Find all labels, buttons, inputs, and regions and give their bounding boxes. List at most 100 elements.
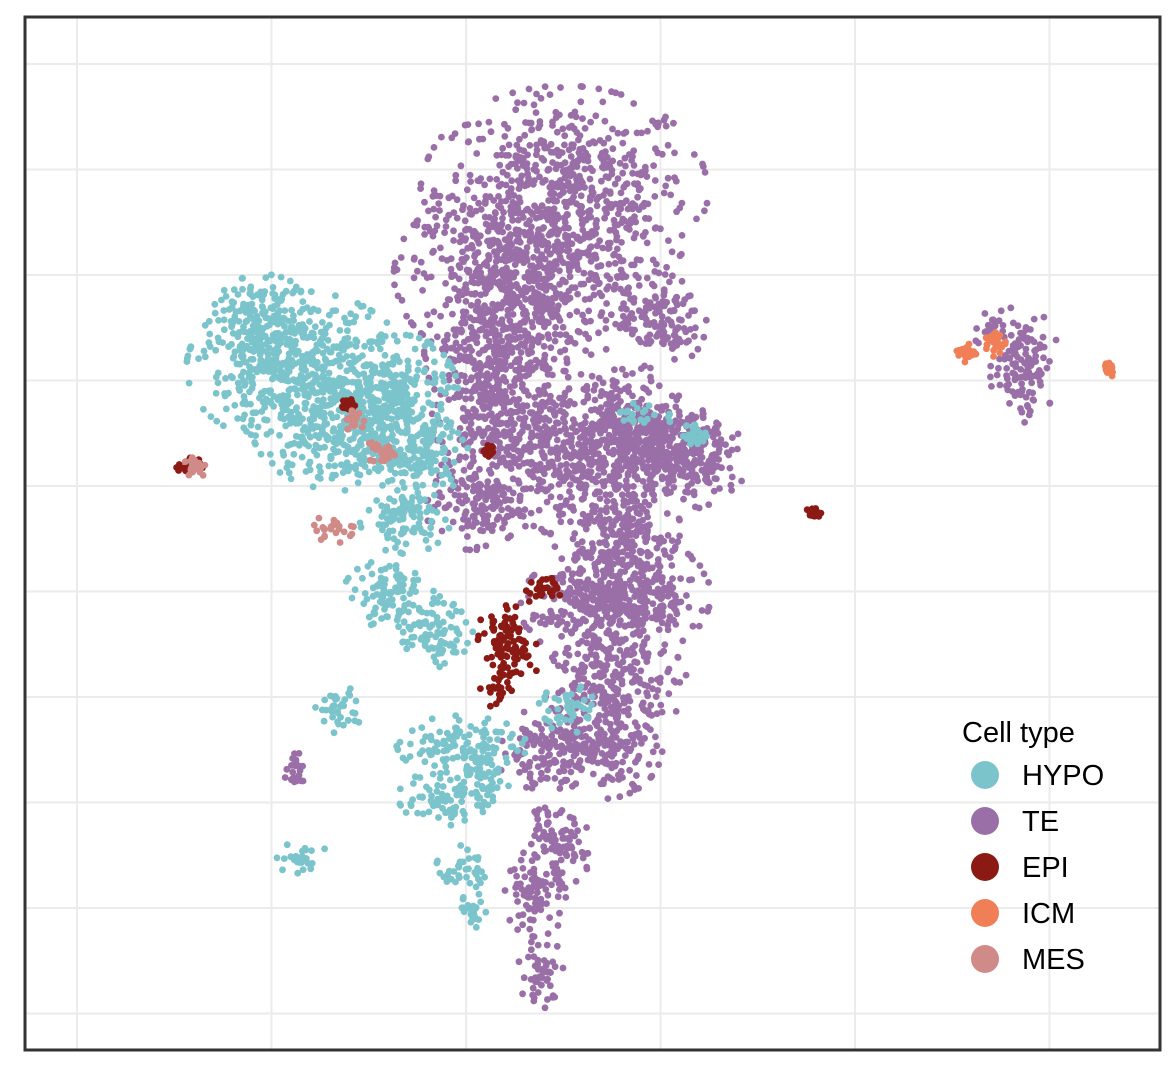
data-point-te xyxy=(582,482,590,490)
data-point-te xyxy=(525,953,532,961)
data-point-te xyxy=(542,366,550,373)
data-point-te xyxy=(573,427,581,435)
data-point-te xyxy=(566,488,573,495)
data-point-te xyxy=(611,427,619,435)
data-point-te xyxy=(554,238,561,246)
data-point-te xyxy=(453,196,461,204)
data-point-te xyxy=(527,119,535,127)
data-point-te xyxy=(618,680,626,688)
data-point-te xyxy=(565,592,573,600)
data-point-te xyxy=(593,617,601,625)
data-point-te xyxy=(430,308,438,316)
data-point-te xyxy=(598,309,606,316)
data-point-te xyxy=(598,411,606,418)
data-point-te xyxy=(497,362,505,370)
data-point-te xyxy=(550,285,558,292)
data-point-te xyxy=(456,453,464,460)
data-point-te xyxy=(631,326,638,334)
data-point-te xyxy=(622,635,629,643)
data-point-te xyxy=(613,273,621,280)
data-point-te xyxy=(649,117,656,125)
data-point-te xyxy=(705,579,712,586)
data-point-te xyxy=(559,125,567,133)
data-point-te xyxy=(662,182,670,190)
data-point-te xyxy=(574,290,581,298)
data-point-te xyxy=(604,593,612,601)
data-point-te xyxy=(400,235,408,243)
data-point-te xyxy=(617,617,624,624)
data-point-te xyxy=(622,197,630,205)
data-point-te xyxy=(532,161,539,169)
data-point-te xyxy=(467,178,474,186)
data-point-te xyxy=(519,911,527,918)
data-point-te xyxy=(599,244,607,252)
data-point-te xyxy=(530,611,537,619)
data-point-te xyxy=(611,545,619,553)
data-point-te xyxy=(545,319,552,327)
data-point-te xyxy=(532,109,540,116)
data-point-te xyxy=(481,302,488,309)
data-point-te xyxy=(526,730,534,738)
data-point-te xyxy=(534,989,542,996)
data-point-te xyxy=(595,193,603,201)
data-point-te xyxy=(484,227,492,235)
data-point-te xyxy=(493,516,501,523)
data-point-te xyxy=(617,321,625,329)
data-point-te xyxy=(602,317,610,324)
data-point-te xyxy=(501,887,509,894)
data-point-te xyxy=(633,129,641,137)
data-point-te xyxy=(700,333,708,341)
data-point-te xyxy=(566,481,574,488)
data-point-te xyxy=(653,544,661,552)
data-point-te xyxy=(586,724,593,732)
data-point-te xyxy=(460,258,467,266)
data-point-te xyxy=(556,331,564,339)
data-point-te xyxy=(563,620,571,628)
data-point-te xyxy=(576,757,584,764)
data-point-te xyxy=(576,518,584,526)
data-point-te xyxy=(625,383,632,390)
data-point-te xyxy=(1011,376,1019,384)
data-point-hypo xyxy=(348,359,356,367)
data-point-te xyxy=(532,424,540,431)
data-point-te xyxy=(603,300,610,307)
data-point-te xyxy=(579,209,586,217)
data-point-te xyxy=(663,510,671,517)
data-point-te xyxy=(499,144,507,152)
data-point-te xyxy=(492,95,500,102)
data-point-te xyxy=(528,126,535,134)
data-point-te xyxy=(1040,313,1048,321)
data-point-te xyxy=(544,891,552,899)
data-point-te xyxy=(596,539,603,547)
data-point-te xyxy=(617,445,624,453)
data-point-te xyxy=(478,325,486,333)
data-point-te xyxy=(604,795,612,802)
data-point-te xyxy=(578,495,586,503)
data-point-te xyxy=(657,674,664,682)
data-point-te xyxy=(602,666,610,674)
data-point-te xyxy=(573,176,580,183)
data-point-te xyxy=(617,91,625,98)
data-point-te xyxy=(557,472,564,480)
data-point-te xyxy=(507,207,514,215)
data-point-te xyxy=(607,619,615,627)
data-point-te xyxy=(663,454,671,462)
data-point-te xyxy=(523,160,531,168)
data-point-te xyxy=(644,682,652,690)
data-point-te xyxy=(526,626,533,634)
data-point-te xyxy=(655,761,662,768)
data-point-te xyxy=(470,357,477,364)
data-point-hypo xyxy=(205,339,213,347)
data-point-te xyxy=(1009,319,1017,327)
data-point-te xyxy=(662,402,670,410)
data-point-te xyxy=(694,345,702,353)
data-point-te xyxy=(561,159,569,167)
data-point-te xyxy=(500,516,508,524)
data-point-te xyxy=(693,449,701,457)
data-point-te xyxy=(516,495,524,502)
data-point-te xyxy=(397,254,405,261)
data-point-te xyxy=(504,312,512,320)
data-point-te xyxy=(429,192,437,200)
data-point-te xyxy=(488,271,496,278)
data-point-te xyxy=(588,540,596,547)
